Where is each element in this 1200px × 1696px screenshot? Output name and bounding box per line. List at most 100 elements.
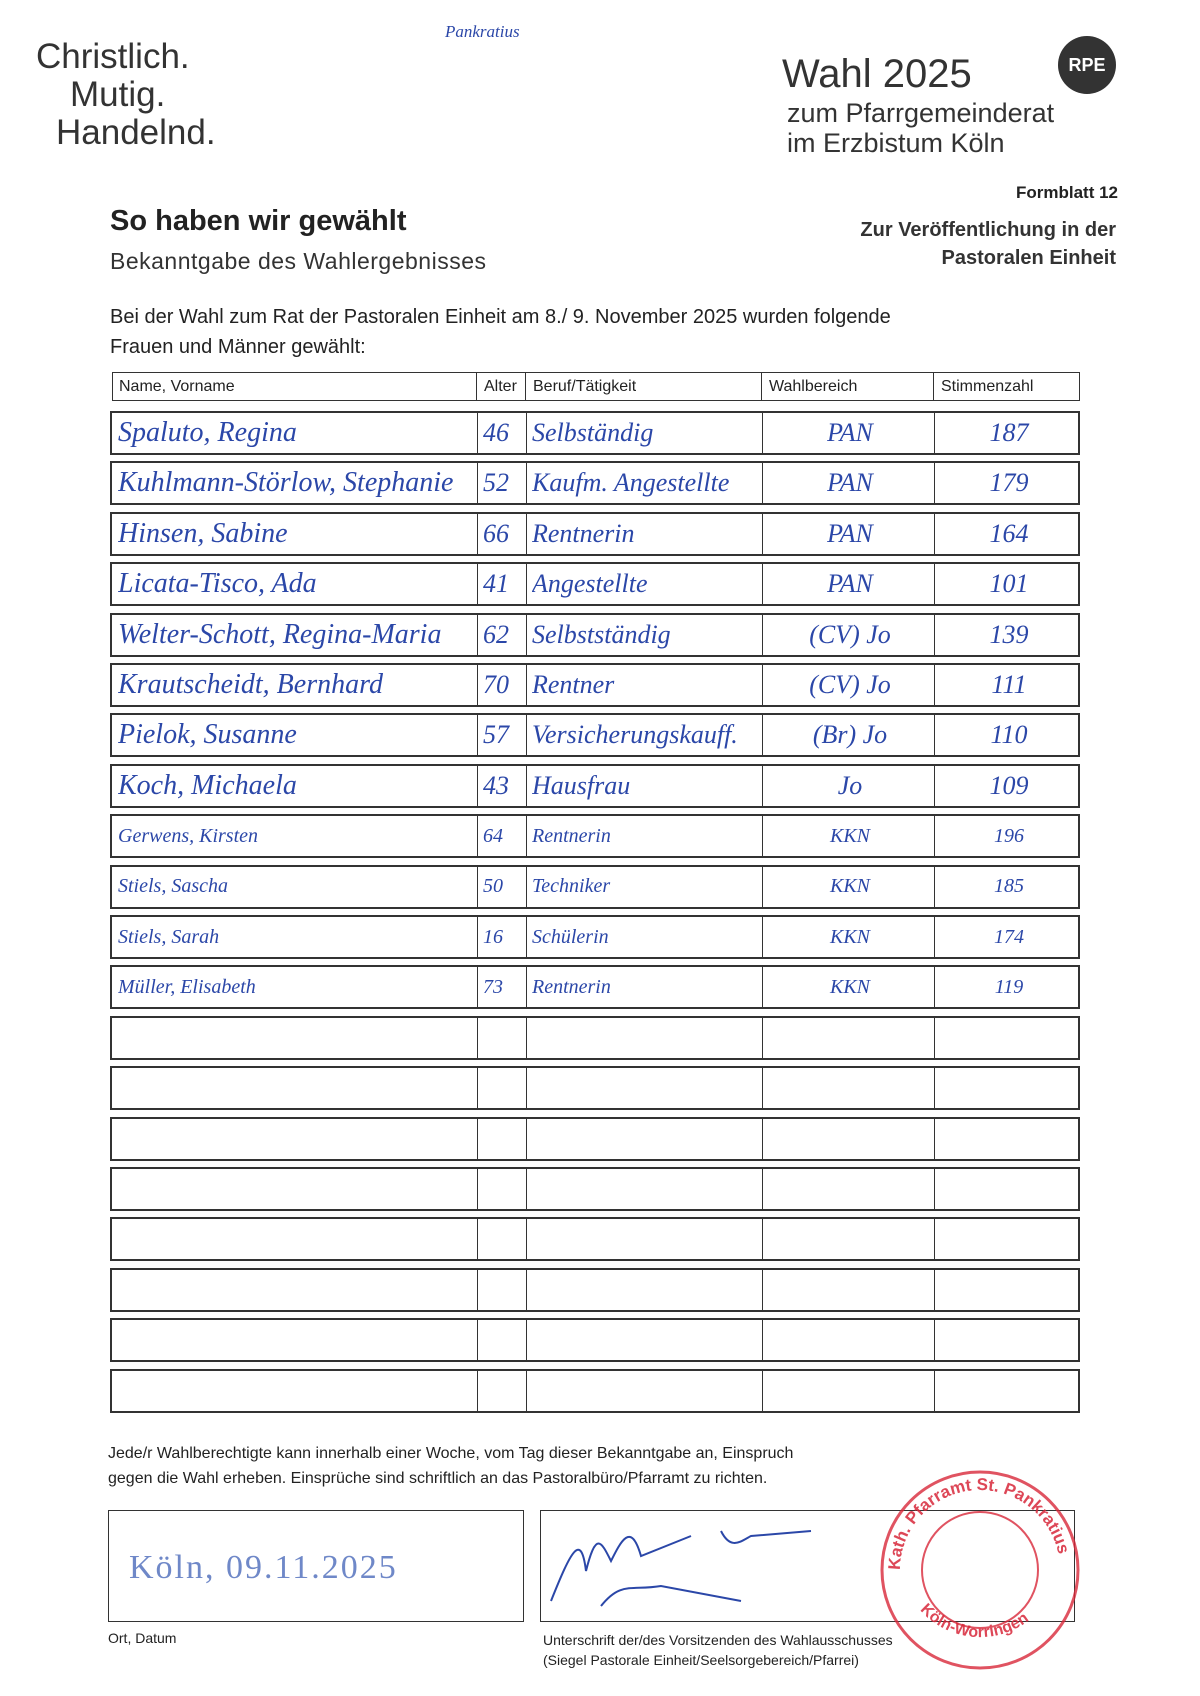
column-divider: [477, 917, 478, 957]
column-divider: [526, 1219, 527, 1260]
notice-line: gegen die Wahl erheben. Einsprüche sind …: [108, 1470, 768, 1487]
column-divider: [476, 373, 477, 400]
place-date-value: Köln, 09.11.2025: [129, 1549, 398, 1586]
column-divider: [526, 1320, 527, 1361]
column-divider: [762, 564, 763, 605]
table-row: Kuhlmann-Störlow, Stephanie 52 Kaufm. Ange…: [110, 461, 1080, 506]
table-cell: 110: [990, 720, 1028, 750]
stamp-ring: [880, 1470, 1080, 1670]
slogan: Christlich. Mutig. Handelnd.: [36, 38, 216, 152]
column-divider: [526, 816, 527, 857]
table-cell: Selbstständig: [532, 619, 671, 649]
column-divider: [762, 1219, 763, 1260]
column-header: Stimmenzahl: [941, 377, 1034, 395]
column-divider: [526, 1370, 527, 1411]
table-cell: 139: [989, 619, 1029, 649]
column-divider: [762, 1118, 763, 1159]
table-cell: KKN: [829, 975, 871, 998]
table-row: Pielok, Susanne 57 Versicherungskauff. (Br)…: [110, 713, 1080, 758]
table-header: Name, Vorname Alter Beruf/Tätigkeit Wahlber…: [112, 372, 1080, 401]
column-divider: [934, 816, 935, 857]
column-divider: [934, 1068, 935, 1109]
column-divider: [934, 917, 935, 957]
column-divider: [934, 866, 935, 907]
column-divider: [762, 715, 763, 756]
note: Pankratius: [445, 22, 520, 41]
slogan-line: Handelnd.: [56, 113, 216, 152]
table-row: [110, 1015, 1080, 1060]
election-title: Wahl 2025: [782, 52, 972, 96]
table-cell: 109: [989, 770, 1029, 800]
table-row: [110, 1318, 1080, 1363]
column-divider: [477, 715, 478, 756]
column-divider: [477, 564, 478, 605]
column-divider: [526, 715, 527, 756]
signature-label-line: (Siegel Pastorale Einheit/Seelsorgeberei…: [543, 1652, 859, 1668]
table-row: Welter-Schott, Regina-Maria 62 Selbstständ…: [110, 612, 1080, 657]
table-cell: 16: [483, 925, 503, 948]
column-divider: [762, 463, 763, 504]
notice: Jede/r Wahlberechtigte kann innerhalb ei…: [108, 1441, 793, 1491]
column-divider: [526, 1269, 527, 1310]
signature-label-line: Unterschrift der/des Vorsitzenden des Wa…: [543, 1632, 893, 1648]
column-divider: [477, 513, 478, 554]
column-divider: [762, 614, 763, 655]
table-row: [110, 1066, 1080, 1111]
column-divider: [526, 1118, 527, 1159]
column-divider: [477, 413, 478, 453]
table-cell: Pielok, Susanne: [118, 719, 297, 751]
column-divider: [477, 665, 478, 705]
table-cell: Rentnerin: [532, 824, 611, 847]
column-divider: [934, 665, 935, 705]
table-row: Hinsen, Sabine 66 Rentnerin PAN 164: [110, 511, 1080, 556]
table-cell: 43: [483, 770, 509, 800]
table-cell: Kaufm. Angestellte: [532, 468, 730, 498]
table-row: Stiels, Sascha 50 Techniker KKN 185: [110, 864, 1080, 909]
table-cell: 101: [989, 569, 1029, 599]
table-cell: PAN: [827, 418, 873, 447]
table-row: Koch, Michaela 43 Hausfrau Jo 109: [110, 763, 1080, 808]
column-divider: [477, 1370, 478, 1411]
table-cell: Spaluto, Regina: [118, 417, 297, 448]
column-divider: [934, 1118, 935, 1159]
column-divider: [762, 1017, 763, 1058]
publication-line: Zur Veröffentlichung in der: [860, 219, 1116, 241]
intro-line: Bei der Wahl zum Rat der Pastoralen Einh…: [110, 306, 891, 328]
column-divider: [934, 1370, 935, 1411]
column-divider: [762, 917, 763, 957]
stamp-line: Kath. Pfarramt St. Pankratius: [885, 1475, 1073, 1571]
badge: RPE: [1058, 36, 1116, 94]
table-cell: 66: [483, 518, 509, 548]
table-cell: Angestellte: [532, 569, 648, 599]
table-cell: 57: [483, 720, 509, 750]
stamp-inner: [921, 1511, 1039, 1629]
table-cell: 73: [483, 975, 503, 998]
slogan-line: Mutig.: [70, 75, 166, 114]
table-cell: Müller, Elisabeth: [118, 975, 256, 998]
column-divider: [477, 463, 478, 504]
table-row: Stiels, Sarah 16 Schülerin KKN 174: [110, 915, 1080, 959]
table-cell: 179: [989, 468, 1029, 498]
column-divider: [477, 816, 478, 857]
column-divider: [762, 1370, 763, 1411]
table-cell: 41: [483, 569, 509, 599]
column-divider: [762, 765, 763, 806]
subtitle-line: im Erzbistum Köln: [787, 128, 1005, 158]
column-divider: [477, 765, 478, 806]
column-divider: [526, 967, 527, 1008]
column-divider: [477, 1017, 478, 1058]
column-divider: [934, 1219, 935, 1260]
column-divider: [477, 1169, 478, 1209]
table-row: Gerwens, Kirsten 64 Rentnerin KKN 196: [110, 814, 1080, 859]
table-cell: Stiels, Sascha: [118, 875, 228, 898]
table-row: Müller, Elisabeth 73 Rentnerin KKN 119: [110, 965, 1080, 1010]
table-cell: Rentner: [532, 670, 615, 699]
column-divider: [526, 614, 527, 655]
table-cell: (CV) Jo: [809, 619, 891, 649]
table-cell: Koch, Michaela: [118, 769, 297, 801]
column-divider: [526, 765, 527, 806]
column-divider: [933, 373, 934, 400]
column-divider: [762, 1320, 763, 1361]
table-cell: Hinsen, Sabine: [118, 517, 288, 549]
